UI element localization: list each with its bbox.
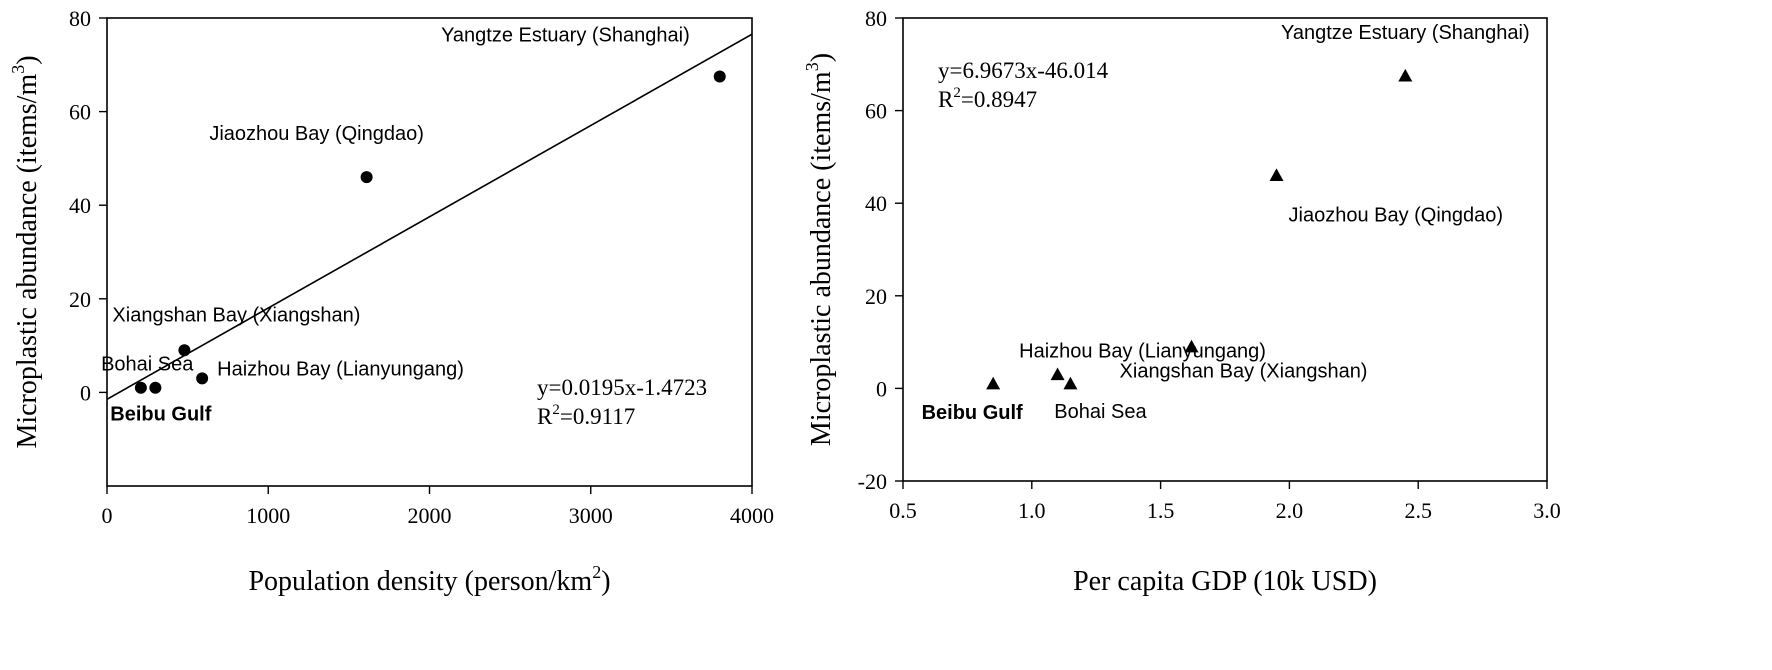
y-axis-title-sup: 3	[8, 65, 28, 74]
site-label-yangtze-estuary-shanghai: Yangtze Estuary (Shanghai)	[1281, 22, 1530, 44]
y-tick-label: 0	[80, 380, 91, 405]
x-axis-title-tail: )	[601, 566, 610, 597]
r-squared-value: =0.9117	[560, 404, 635, 429]
site-label-beibu-gulf: Beibu Gulf	[922, 402, 1023, 424]
y-tick-label: 80	[69, 6, 91, 31]
y-axis-title-main: Microplastic abundance (items/m	[12, 74, 43, 449]
x-tick-label: 2.5	[1404, 498, 1432, 523]
y-tick-label: 80	[865, 6, 887, 31]
data-point-bohai-sea	[1063, 376, 1078, 390]
y-tick-label: 0	[876, 376, 887, 401]
r-squared: R2=0.9117	[537, 402, 635, 429]
x-tick-label: 3.0	[1533, 498, 1561, 523]
y-tick-label: 40	[865, 191, 887, 216]
x-tick-label: 3000	[569, 503, 613, 528]
site-label-jiaozhou-bay-qingdao: Jiaozhou Bay (Qingdao)	[209, 123, 424, 145]
y-axis-title-main: Microplastic abundance (items/m	[806, 71, 837, 446]
site-label-jiaozhou-bay-qingdao: Jiaozhou Bay (Qingdao)	[1289, 204, 1504, 226]
y-tick-label: -20	[858, 469, 887, 494]
x-axis: 0.5 1.0 1.5 2.0 2.5 3.0	[889, 481, 1561, 523]
x-tick-label: 0.5	[889, 498, 917, 523]
y-axis-title-sup: 3	[802, 62, 822, 71]
y-tick-label: 20	[865, 284, 887, 309]
left-panel-population-density: 0 1000 2000 3000 4000 0 20 40 60 80 Population den…	[8, 6, 774, 597]
x-axis-title-main: Population density (person/km	[248, 566, 592, 597]
y-tick-label: 20	[69, 287, 91, 312]
data-point-jiaozhou-bay-qingdao	[1269, 168, 1284, 182]
data-point-beibu-gulf	[986, 376, 1001, 390]
x-tick-label: 0	[102, 503, 113, 528]
data-point-jiaozhou-bay-qingdao	[360, 171, 373, 184]
regression-line	[107, 33, 752, 400]
r-squared-sup: 2	[552, 402, 560, 418]
plot-frame	[902, 17, 1548, 482]
site-label-bohai-sea: Bohai Sea	[1054, 401, 1147, 423]
x-tick-label: 1000	[246, 503, 290, 528]
y-tick-label: 60	[865, 99, 887, 124]
y-axis: -20 0 20 40 60 80	[858, 6, 903, 494]
r-squared-prefix: R	[537, 404, 553, 429]
data-point-bohai-sea	[149, 381, 162, 394]
data-point-yangtze-estuary-shanghai	[1398, 68, 1413, 82]
y-axis-title-tail: )	[12, 55, 43, 64]
y-axis-title: Microplastic abundance (items/m3)	[8, 55, 43, 448]
site-label-haizhou-bay-lianyungang: Haizhou Bay (Lianyungang)	[217, 358, 464, 380]
site-label-haizhou-bay-lianyungang: Haizhou Bay (Lianyungang)	[1019, 341, 1266, 363]
site-label-yangtze-estuary-shanghai: Yangtze Estuary (Shanghai)	[441, 25, 690, 47]
r-squared: R2=0.8947	[938, 85, 1037, 112]
site-label-bohai-sea: Bohai Sea	[101, 354, 194, 376]
x-axis-title: Per capita GDP (10k USD)	[1073, 566, 1377, 597]
data-point-haizhou-bay-lianyungang	[1050, 367, 1065, 381]
x-tick-label: 2.0	[1276, 498, 1304, 523]
data-point-xiangshan-bay-xiangshan	[1184, 339, 1199, 353]
y-axis: 0 20 40 60 80	[69, 6, 107, 405]
x-tick-label: 1.0	[1018, 498, 1046, 523]
y-tick-label: 60	[69, 100, 91, 125]
site-label-xiangshan-bay-xiangshan: Xiangshan Bay (Xiangshan)	[112, 304, 360, 326]
regression-equation: y=6.9673x-46.014	[938, 58, 1109, 83]
data-point-yangtze-estuary-shanghai	[713, 70, 726, 83]
x-tick-label: 4000	[730, 503, 774, 528]
y-axis-title-tail: )	[806, 53, 837, 62]
right-panel-per-capita-gdp: 0.5 1.0 1.5 2.0 2.5 3.0 -20 0 20 40 60 80 Per capita…	[802, 6, 1561, 597]
x-tick-label: 1.5	[1147, 498, 1175, 523]
x-axis-title-main: Per capita GDP (10k USD)	[1073, 566, 1377, 597]
y-axis-title: Microplastic abundance (items/m3)	[802, 53, 837, 446]
x-tick-label: 2000	[408, 503, 452, 528]
y-tick-label: 40	[69, 193, 91, 218]
x-axis-title-sup: 2	[592, 562, 601, 582]
regression-equation: y=0.0195x-1.4723	[537, 375, 707, 400]
site-label-beibu-gulf: Beibu Gulf	[110, 404, 211, 426]
r-squared-prefix: R	[938, 87, 954, 112]
r-squared-value: =0.8947	[961, 87, 1037, 112]
data-point-beibu-gulf	[134, 381, 147, 394]
x-axis: 0 1000 2000 3000 4000	[102, 486, 774, 528]
data-point-haizhou-bay-lianyungang	[196, 372, 209, 385]
x-axis-title: Population density (person/km2)	[248, 562, 610, 597]
data-point-xiangshan-bay-xiangshan	[178, 344, 191, 357]
site-label-xiangshan-bay-xiangshan: Xiangshan Bay (Xiangshan)	[1120, 361, 1368, 383]
r-squared-sup: 2	[953, 85, 961, 101]
